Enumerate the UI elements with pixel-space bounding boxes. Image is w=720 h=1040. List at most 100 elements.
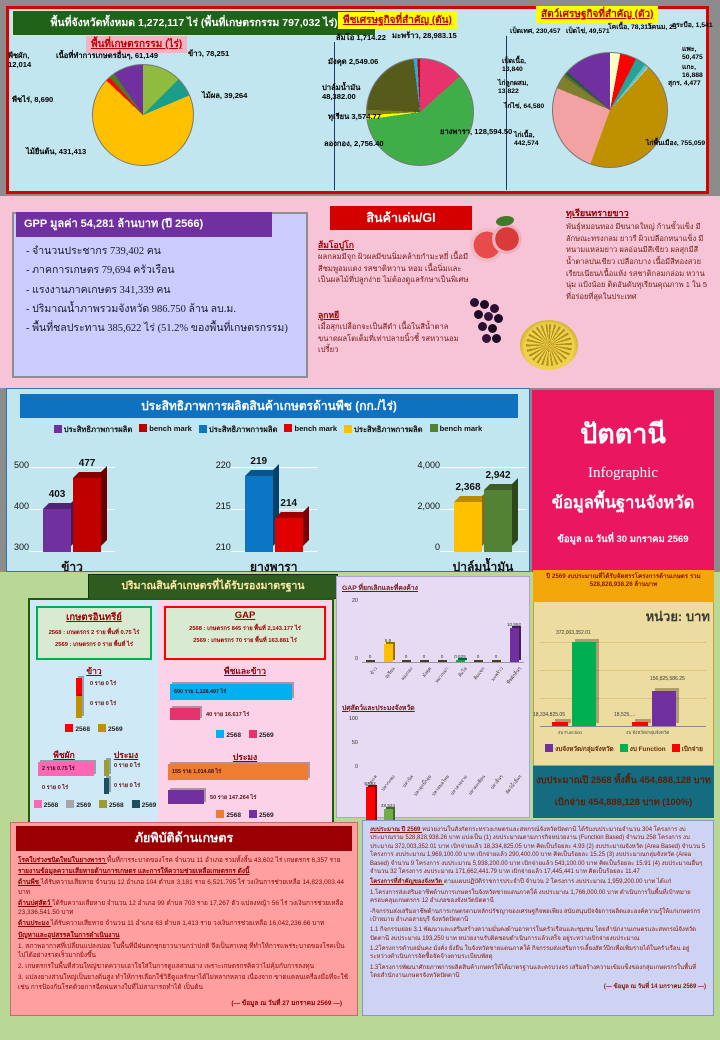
category-text: ปลาตะเพียน bbox=[467, 774, 486, 797]
category-label: ปลาอื่นๆ bbox=[488, 772, 504, 802]
category-text: ปลาสวยงาม bbox=[449, 774, 468, 797]
bar-label: 50 ราย 147.264 ไร่ bbox=[210, 795, 257, 801]
pie-slice-label: ปาล์มน้ำมัน 48,382.00 bbox=[322, 83, 361, 101]
column-bar bbox=[509, 628, 519, 662]
column: 0 bbox=[434, 598, 450, 662]
paragraph: 3. แปลงยางส่วนใหญ่เป็นยางต้นสูง ทำให้การ… bbox=[18, 974, 349, 991]
fishery-right-bar-2569 bbox=[168, 790, 204, 804]
bar-label: 690 ราย 1,128.497 ไร่ bbox=[174, 689, 227, 695]
fishery-right-mini-title: ประมง bbox=[232, 752, 258, 762]
paragraph: 1.2โครงการตำบลมั่นคง มั่งคั่ง ยั่งยืน ใน… bbox=[370, 946, 690, 961]
group-inner: 2,368 2,942 ปาล์มน้ำมัน bbox=[440, 446, 526, 577]
gpp-item: - ภาคการเกษตร 79,694 ครัวเรือน bbox=[26, 265, 175, 277]
legend-swatch bbox=[284, 424, 293, 432]
column-bar bbox=[383, 644, 393, 662]
paragraph-lead: ด้านปศุสัตว์ bbox=[18, 899, 53, 907]
budget-detail-box: งบประมาณ ปี 2569 หน่วยงานในสังกัดกระทรวง… bbox=[362, 820, 714, 1016]
pie-slice-label: ข้าว, 78,251 bbox=[188, 49, 230, 58]
gridline bbox=[29, 467, 116, 468]
category-text: ปลากะพง bbox=[380, 774, 396, 792]
farm-area-pie-title: พื้นที่เกษตรกรรม (ไร่) bbox=[86, 36, 188, 53]
budget-chart-box bbox=[533, 570, 714, 766]
bar-label: 0 ราย 0 ไร่ bbox=[114, 763, 141, 769]
paragraph: ด้านปศุสัตว์ ได้รับความเสียหาย จำนวน 12 … bbox=[18, 899, 344, 917]
gi-product-text: เมื่อสุกเปลือกจะเป็นสีดำ เนื้อในสีน้ำตาล… bbox=[318, 322, 459, 355]
category-text: ปลาหมอไทย bbox=[430, 774, 450, 797]
rice-legend: 2568 2569 bbox=[30, 724, 158, 733]
legend-item: 2568 bbox=[65, 724, 90, 733]
paragraph-lead: โครงการที่สำคัญของจังหวัด bbox=[370, 879, 444, 886]
gridline bbox=[440, 467, 526, 468]
legend-item: 2569 bbox=[249, 730, 274, 739]
gap-title: GAP bbox=[234, 610, 256, 621]
legend-swatch bbox=[545, 744, 554, 752]
plot: 219 214 bbox=[230, 456, 317, 552]
pie-slice-label: เนื้อที่ทำการเกษตรอื่นๆ, 61,149 bbox=[56, 51, 159, 60]
legend-label: bench mark bbox=[149, 424, 192, 433]
category-label: มังคุด bbox=[416, 664, 432, 694]
axis-tick: 0 bbox=[434, 542, 440, 552]
durian-title: ทุเรียนทรายขาว bbox=[566, 208, 629, 218]
rice-bar-2569 bbox=[76, 696, 82, 718]
legend-swatch bbox=[53, 425, 62, 433]
category-text: พืชผักอื่นๆ bbox=[505, 666, 522, 685]
fishery-right-bar-2568: 155 ราย 1,014.68 ไร่ bbox=[168, 764, 308, 780]
column: 0.525 bbox=[452, 598, 468, 662]
econ-crops-pie-title: พืชเศรษฐกิจที่สำคัญ (ตัน) bbox=[338, 12, 457, 29]
paragraph: 2. เกษตรกรในพื้นที่ส่วนใหญ่ขาดความเอาใจใ… bbox=[18, 963, 315, 971]
paragraph: โรคใบร่วงชนิดใหม่ในยางพารา พื้นที่การระบ… bbox=[18, 857, 341, 864]
category-text: ปลาอื่นๆ bbox=[489, 774, 504, 791]
bar-label: 2 ราย 0.75 ไร่ bbox=[42, 766, 75, 772]
crops-rice-legend: 2568 2569 bbox=[158, 730, 332, 739]
fishery-left-mini-title: ประมง bbox=[113, 750, 139, 760]
legend-item: งบจังหวัด/กลุ่มจังหวัด bbox=[545, 744, 614, 754]
gridline bbox=[540, 642, 706, 643]
gi-header: สินค้าเด่น/GI bbox=[330, 206, 472, 230]
column: 0 bbox=[470, 598, 486, 662]
budget-summary-line: เบิกจ่าย 454,888,128 บาท (100%) bbox=[554, 797, 693, 807]
axis-tick: 0 bbox=[354, 656, 358, 662]
rice-bar-2568 bbox=[76, 678, 82, 696]
organic-cert-box: เกษตรอินทรีย์ 2568 : เกษตรกร 2 ราย พื้นท… bbox=[36, 606, 152, 660]
legend-item: 2569 bbox=[98, 724, 123, 733]
pattani-title-box: ปัตตานี Infographic ข้อมูลพื้นฐานจังหวัด… bbox=[532, 390, 714, 572]
gap-status-plot: 0 5.5 0 0 0 0.525 0 0 10,592 bbox=[362, 598, 524, 663]
column-bar bbox=[455, 660, 465, 662]
category-label: มะพร้าว bbox=[488, 664, 504, 694]
bar-value: 214 bbox=[280, 498, 298, 509]
category-text: ลองกอง bbox=[400, 666, 414, 682]
crops-rice-bar-2569 bbox=[170, 708, 200, 720]
pie-slice-label: ทุเรียน 3,574.77 bbox=[328, 112, 381, 121]
column-value: 10,592 bbox=[506, 622, 522, 628]
column: 0 bbox=[362, 598, 378, 662]
category-text: ส้มโอ bbox=[457, 666, 468, 678]
pie-slice-label: กระบือ, 1,541 bbox=[672, 22, 713, 29]
budget-legend: งบจังหวัด/กลุ่มจังหวัด งบ Function เบิกจ่า… bbox=[538, 744, 710, 754]
legend-label: bench mark bbox=[439, 424, 483, 433]
province-area-title: พื้นที่จังหวัดทั้งหมด 1,272,117 ไร่ (พื้… bbox=[12, 10, 376, 36]
category-label: ปาล์มน้ำมัน bbox=[452, 560, 514, 574]
legend-label: bench mark bbox=[294, 424, 338, 433]
paragraph: ด้านพืช ได้รับความเสียหาย จำนวน 12 อำเภอ… bbox=[18, 879, 344, 896]
legend-item: 2569 bbox=[66, 800, 91, 809]
y-axis: 4,000 2,000 0 bbox=[417, 460, 444, 552]
axis-tick: 20 bbox=[351, 598, 358, 604]
pie-slice-label: พืชไร่, 8,690 bbox=[12, 95, 54, 104]
axis-tick: 2,000 bbox=[417, 501, 440, 511]
pie-slice-label: โคเนื้อ, 78,313 bbox=[608, 24, 652, 31]
rice-mini-title: ข้าว bbox=[86, 666, 102, 676]
livestock-pie-chart bbox=[552, 52, 668, 168]
legend-swatch bbox=[344, 425, 353, 433]
paragraph: ด้านประมง ได้รับความเสียหาย จำนวน 11 อำเ… bbox=[18, 920, 325, 928]
category-label: ข้าว bbox=[61, 560, 83, 574]
y-axis: 220 215 210 bbox=[216, 460, 235, 552]
paragraph-lead: ปัญหาและอุปสรรคในการดำเนินงาน bbox=[18, 931, 120, 939]
column-value: 0 bbox=[440, 654, 444, 659]
infographic-subtitle: ข้อมูลพื้นฐานจังหวัด bbox=[551, 494, 695, 512]
plot: 2,368 2,942 bbox=[440, 467, 526, 552]
efficiency-legend: ประสิทธิภาพการผลิต bench mark ประสิทธิภาพก… bbox=[12, 424, 524, 436]
legend-swatch bbox=[139, 424, 148, 432]
unit-label: หน่วย: บาท bbox=[645, 609, 710, 624]
category-text: มังคุด bbox=[421, 666, 432, 679]
group-inner: 403 477 ข้าว bbox=[29, 446, 116, 577]
